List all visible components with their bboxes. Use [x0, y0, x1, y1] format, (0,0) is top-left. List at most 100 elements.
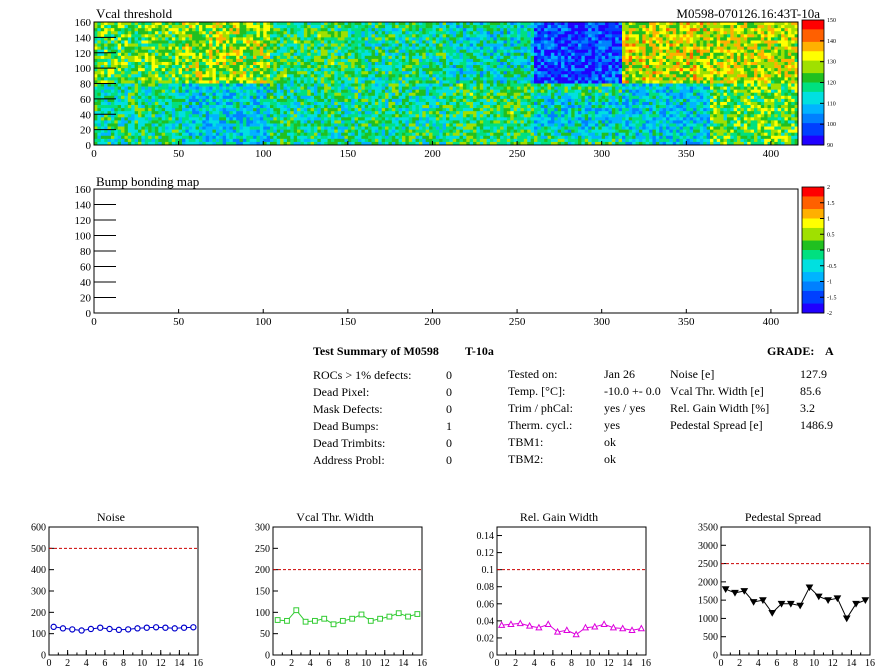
heatmap-cell: [110, 37, 115, 41]
heatmap-cell: [598, 77, 602, 81]
heatmap-cell: [662, 74, 667, 78]
heatmap-cell: [297, 68, 301, 72]
heatmap-cell: [666, 89, 670, 94]
heatmap-cell: [774, 25, 778, 29]
heatmap-cell: [100, 77, 105, 81]
heatmap-cell: [659, 55, 663, 60]
heatmap-cell: [578, 46, 582, 50]
heatmap-cell: [550, 31, 555, 35]
heatmap-cell: [134, 80, 139, 84]
heatmap-cell: [598, 92, 602, 97]
heatmap-cell: [121, 65, 125, 69]
heatmap-cell: [195, 52, 200, 57]
heatmap-cell: [104, 28, 108, 32]
heatmap-cell: [151, 89, 156, 94]
heatmap-cell: [574, 65, 579, 69]
heatmap-cell: [554, 61, 558, 66]
heatmap-cell: [706, 80, 711, 84]
heatmap-cell: [442, 28, 447, 32]
heatmap-cell: [110, 65, 115, 69]
heatmap-cell: [435, 34, 440, 38]
heatmap-cell: [469, 77, 474, 81]
heatmap-cell: [625, 92, 630, 97]
heatmap-cell: [452, 25, 457, 29]
heatmap-cell: [354, 52, 359, 57]
heatmap-cell: [178, 61, 183, 66]
heatmap-cell: [303, 46, 308, 50]
heatmap-cell: [215, 52, 220, 57]
heatmap-cell: [672, 43, 677, 47]
heatmap-cell: [550, 58, 555, 63]
heatmap-cell: [500, 80, 504, 84]
heatmap-cell: [669, 83, 674, 87]
heatmap-cell: [310, 68, 315, 72]
heatmap-cell: [767, 77, 772, 81]
heatmap-cell: [547, 68, 552, 72]
heatmap-cell: [676, 28, 680, 32]
heatmap-cell: [171, 74, 176, 78]
heatmap-cell: [611, 34, 616, 38]
heatmap-cell: [581, 37, 586, 41]
heatmap-cell: [710, 37, 714, 41]
heatmap-cell: [696, 34, 701, 38]
heatmap-cell: [547, 25, 552, 29]
heatmap-cell: [405, 52, 410, 57]
heatmap-cell: [754, 92, 758, 97]
heatmap-cell: [459, 61, 464, 66]
heatmap-cell: [266, 83, 271, 87]
heatmap-cell: [134, 25, 139, 29]
heatmap-cell: [182, 65, 186, 69]
heatmap-cell: [638, 25, 643, 29]
heatmap-cell: [679, 31, 684, 35]
heatmap-cell: [334, 28, 338, 32]
module-label: M0598-070126.16:43T-10a: [676, 6, 820, 21]
heatmap-cell: [286, 68, 291, 72]
heatmap-cell: [622, 49, 626, 54]
heatmap-cell: [351, 34, 355, 38]
heatmap-cell: [330, 40, 335, 44]
heatmap-cell: [757, 49, 762, 54]
heatmap-cell: [236, 65, 240, 69]
heatmap-cell: [127, 92, 132, 97]
heatmap-cell: [496, 31, 501, 35]
heatmap-cell: [97, 34, 102, 38]
heatmap-cell: [188, 22, 193, 26]
heatmap-cell: [561, 28, 565, 32]
heatmap-cell: [615, 25, 619, 29]
heatmap-cell: [429, 83, 433, 87]
heatmap-cell: [462, 83, 467, 87]
heatmap-cell: [425, 31, 430, 35]
heatmap-cell: [611, 86, 616, 90]
heatmap-cell: [618, 31, 623, 35]
heatmap-cell: [253, 65, 257, 69]
heatmap-cell: [594, 52, 599, 57]
heatmap-cell: [622, 37, 626, 41]
heatmap-cell: [517, 25, 521, 29]
heatmap-cell: [236, 71, 240, 75]
heatmap-cell: [256, 34, 261, 38]
heatmap-cell: [557, 71, 562, 75]
heatmap-cell: [540, 92, 545, 97]
heatmap-cell: [757, 37, 762, 41]
heatmap-cell: [107, 61, 112, 66]
heatmap-cell: [456, 55, 460, 60]
heatmap-cell: [378, 80, 382, 84]
heatmap-cell: [358, 83, 362, 87]
heatmap-cell: [408, 40, 413, 44]
heatmap-cell: [185, 46, 190, 50]
heatmap-cell: [578, 49, 582, 54]
heatmap-cell: [632, 89, 636, 94]
heatmap-cell: [266, 65, 271, 69]
heatmap-cell: [787, 83, 792, 87]
heatmap-cell: [473, 31, 477, 35]
heatmap-cell: [412, 71, 416, 75]
heatmap-cell: [591, 37, 596, 41]
heatmap-cell: [564, 58, 569, 63]
heatmap-cell: [385, 43, 389, 47]
heatmap-cell: [117, 86, 122, 90]
heatmap-cell: [347, 28, 352, 32]
heatmap-cell: [439, 74, 443, 78]
heatmap-cell: [168, 49, 173, 54]
heatmap-cell: [740, 22, 745, 26]
heatmap-cell: [605, 68, 609, 72]
